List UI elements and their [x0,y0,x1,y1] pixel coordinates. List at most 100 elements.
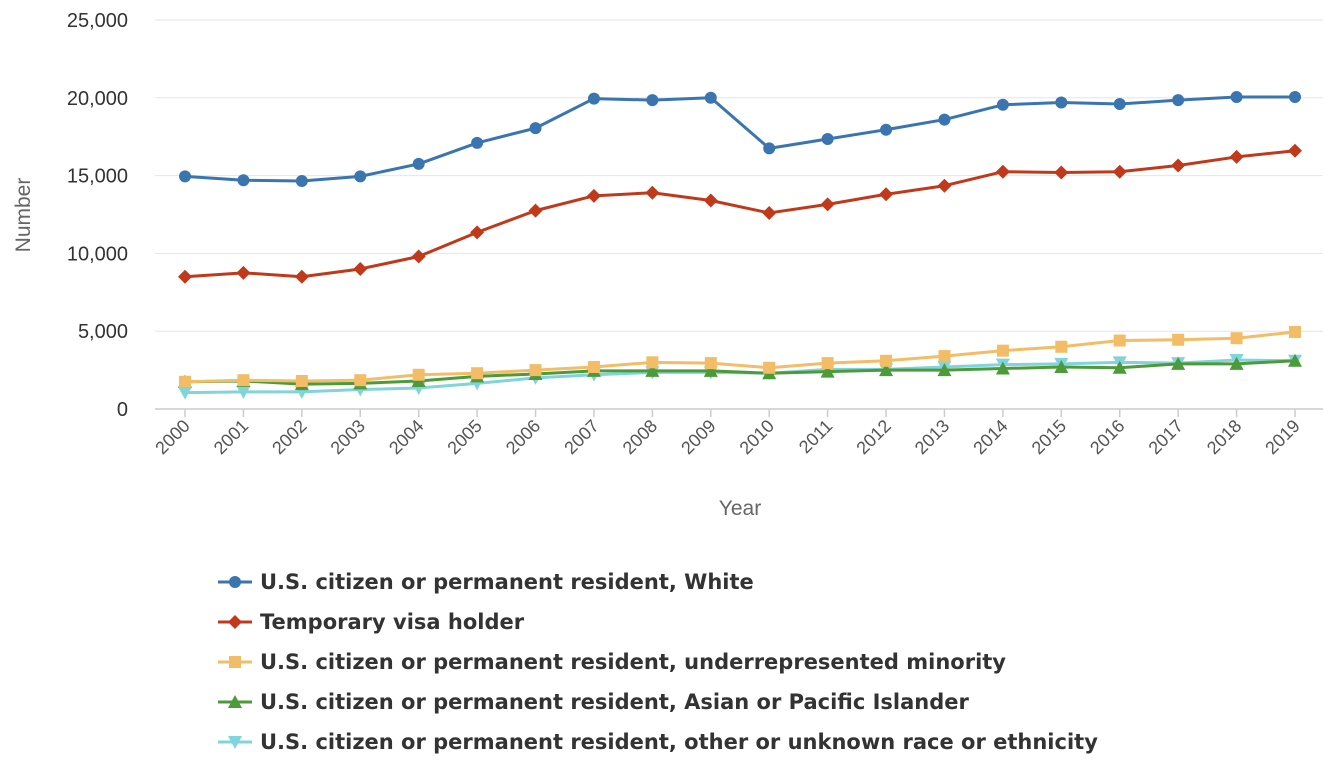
series-square [179,325,1301,388]
legend-item-white[interactable]: U.S. citizen or permanent resident, Whit… [218,562,1098,602]
x-tick-label: 2018 [1203,416,1245,458]
data-point [646,94,659,107]
series-line [184,359,1296,386]
data-point [412,368,425,381]
data-point [703,363,718,377]
y-tick-label: 15,000 [67,166,128,188]
y-axis-ticks: 0 5,000 10,000 15,000 20,000 25,000 [67,10,128,421]
data-point [179,375,191,388]
x-tick-label: 2003 [327,416,369,458]
data-point [1288,143,1302,158]
legend-item-asian-pacific-islander[interactable]: U.S. citizen or permanent resident, Asia… [218,682,1098,722]
legend: U.S. citizen or permanent resident, Whit… [218,562,1098,762]
data-point [1289,325,1301,338]
data-point [821,357,834,370]
data-point [179,170,191,183]
legend-marker-diamond-icon [218,615,252,629]
legend-label: U.S. citizen or permanent resident, othe… [260,730,1098,754]
data-point [763,142,776,155]
data-point [820,364,835,378]
x-axis-ticks: 2000 2001 2002 2003 2004 2005 2006 2007 2008 2009… [151,409,1304,458]
data-point [1054,359,1069,373]
data-point [1112,360,1127,374]
data-point [1055,96,1068,109]
legend-item-other-unknown[interactable]: U.S. citizen or permanent resident, othe… [218,722,1098,762]
x-tick-label: 2012 [852,416,894,458]
gridlines [155,19,1323,332]
legend-marker-circle-icon [218,576,252,588]
data-point [995,361,1010,375]
x-tick-label: 2019 [1261,416,1303,458]
data-point [1113,98,1126,111]
legend-label: U.S. citizen or permanent resident, unde… [260,650,1006,674]
x-tick-label: 2002 [268,416,310,458]
data-point [880,123,893,136]
data-point [354,170,367,183]
data-point [995,164,1010,179]
series-line [184,330,1296,384]
legend-marker-square-icon [218,656,252,668]
data-point [938,113,951,126]
x-tick-label: 2017 [1145,416,1187,458]
x-tick-label: 2011 [795,416,837,458]
x-tick-label: 2013 [911,416,953,458]
series-group [178,91,1302,400]
data-point [353,261,368,276]
data-point [703,193,718,208]
data-point [470,225,485,240]
legend-label: Temporary visa holder [260,610,525,634]
x-axis-title: Year [719,497,761,520]
data-point [587,92,600,105]
data-point [586,188,601,203]
data-point [237,374,250,387]
data-point [1171,158,1186,173]
data-point [938,350,951,363]
data-point [820,197,835,212]
data-point [646,356,659,369]
y-tick-label: 20,000 [67,88,128,110]
x-tick-label: 2004 [385,416,427,458]
x-tick-label: 2007 [560,416,602,458]
y-tick-label: 25,000 [67,10,128,32]
data-point [879,363,894,377]
legend-item-underrepresented-minority[interactable]: U.S. citizen or permanent resident, unde… [218,642,1098,682]
data-point [1230,332,1243,345]
y-tick-label: 5,000 [78,321,128,343]
data-point [354,374,367,387]
data-point [236,385,251,399]
x-tick-label: 2006 [502,416,544,458]
data-point [704,357,717,370]
data-point [1112,164,1127,179]
y-tick-label: 0 [117,399,128,421]
data-point [529,122,542,135]
data-point [237,174,250,187]
legend-item-temporary-visa[interactable]: Temporary visa holder [218,602,1098,642]
legend-marker-triangle-down-icon [218,736,252,749]
data-point [1230,91,1243,104]
data-point [821,133,834,146]
data-point [587,360,600,373]
series-triangle-up [178,353,1302,391]
x-tick-label: 2014 [969,416,1011,458]
data-point [645,363,660,377]
data-point [1055,340,1068,353]
series-triangle-down [178,353,1302,400]
data-point [295,374,308,387]
legend-label: U.S. citizen or permanent resident, Asia… [260,690,969,714]
data-point [411,249,426,264]
data-point [471,136,484,149]
data-point [178,386,192,400]
y-axis-title: Number [12,178,35,253]
data-point [937,363,952,377]
data-point [295,175,308,188]
data-point [762,205,777,220]
data-point [1229,149,1244,164]
data-point [937,178,952,193]
x-tick-label: 2008 [619,416,661,458]
series-circle [179,91,1301,188]
x-tick-label: 2015 [1028,416,1070,458]
x-tick-label: 2016 [1086,416,1128,458]
series-diamond [178,143,1302,284]
data-point [178,269,192,284]
